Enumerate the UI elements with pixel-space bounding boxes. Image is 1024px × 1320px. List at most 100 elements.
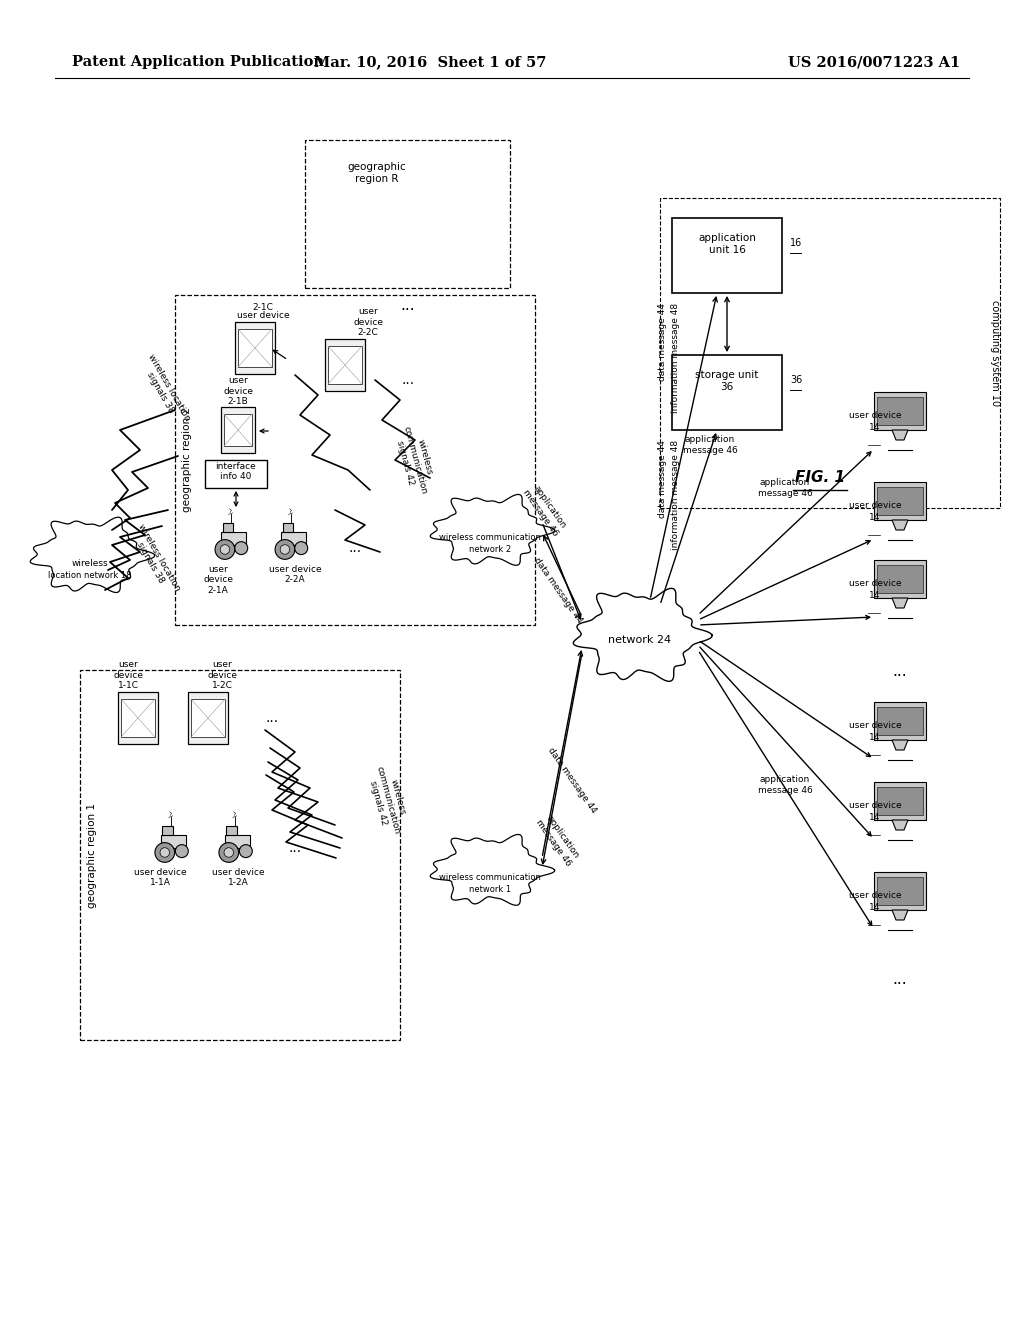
Text: 14: 14 [869,422,881,432]
Text: Patent Application Publication: Patent Application Publication [72,55,324,69]
Circle shape [175,845,188,858]
Bar [672,218,782,293]
Text: application
message 46: application message 46 [683,436,737,454]
Text: ...: ... [289,841,301,855]
FancyBboxPatch shape [234,322,275,374]
Bar [874,482,926,520]
Bar [225,836,251,849]
Polygon shape [892,909,908,920]
Bar [877,708,923,735]
Bar [282,532,305,545]
Bar [238,329,272,367]
Text: user device
1-2A: user device 1-2A [212,869,264,887]
Text: computing system 10: computing system 10 [990,300,1000,407]
Text: Mar. 10, 2016  Sheet 1 of 57: Mar. 10, 2016 Sheet 1 of 57 [313,55,546,69]
Text: user device
1-1A: user device 1-1A [134,869,186,887]
Polygon shape [573,589,712,681]
Text: network 24: network 24 [608,635,672,645]
FancyBboxPatch shape [118,692,158,744]
Bar [226,826,237,836]
Text: data message 44: data message 44 [546,746,598,814]
Bar [877,565,923,593]
Text: data message 44: data message 44 [658,440,667,517]
Text: application
message 46: application message 46 [521,482,568,539]
Text: interface
info 40: interface info 40 [216,462,256,482]
Text: user device: user device [849,579,901,587]
Bar [877,876,923,906]
Bar [283,524,293,532]
Bar [305,140,510,288]
Text: wireless location
signals 38: wireless location signals 38 [137,352,193,428]
Circle shape [234,541,248,554]
FancyBboxPatch shape [221,407,255,453]
Text: wireless: wireless [72,558,109,568]
Text: information message 48: information message 48 [671,440,680,550]
Bar [161,836,186,849]
Text: geographic
region R: geographic region R [347,162,407,183]
Text: ...: ... [400,298,415,314]
Bar [80,671,400,1040]
Text: 2-1C: 2-1C [253,304,273,312]
Text: wireless communication: wireless communication [439,874,541,883]
Bar [874,702,926,741]
Bar [191,700,225,737]
Bar [222,524,232,532]
Text: user device: user device [237,312,290,319]
Text: network 2: network 2 [469,545,511,554]
Text: user
device
2-2C: user device 2-2C [353,308,383,337]
Text: 14: 14 [869,591,881,601]
Text: wireless communication: wireless communication [439,533,541,543]
Text: application
message 46: application message 46 [758,775,812,795]
Text: 16: 16 [790,238,802,248]
Bar [328,346,362,384]
Bar [877,487,923,515]
Text: FIG. 1: FIG. 1 [795,470,845,486]
Text: 14: 14 [869,813,881,822]
Text: ...: ... [265,711,279,725]
Bar [205,459,267,488]
Text: user
device
1-1C: user device 1-1C [113,660,143,690]
Polygon shape [892,430,908,440]
Circle shape [224,847,233,857]
Text: 14: 14 [869,513,881,521]
Text: ...: ... [893,973,907,987]
Bar [874,392,926,430]
Text: 36: 36 [790,375,802,385]
Bar [221,532,246,545]
Text: user device: user device [849,801,901,810]
Polygon shape [892,598,908,609]
Text: geographic region 1: geographic region 1 [87,803,97,908]
Circle shape [220,545,229,554]
Text: US 2016/0071223 A1: US 2016/0071223 A1 [787,55,961,69]
Circle shape [155,842,175,862]
Circle shape [215,540,234,560]
FancyBboxPatch shape [188,692,228,744]
Text: location network 18: location network 18 [48,570,132,579]
Polygon shape [892,820,908,830]
Bar [874,781,926,820]
Text: wireless
communication
signals 42: wireless communication signals 42 [365,762,412,838]
Text: wireless
communication
signals 42: wireless communication signals 42 [391,422,438,498]
Text: user
device
2-1A: user device 2-1A [203,565,233,595]
Circle shape [295,541,307,554]
Bar [672,355,782,430]
Polygon shape [892,741,908,750]
Polygon shape [31,517,155,593]
Text: ...: ... [401,374,415,387]
Bar [121,700,155,737]
Text: application
message 46: application message 46 [758,478,812,498]
Bar [877,397,923,425]
Text: wireless location
signals 38: wireless location signals 38 [128,523,182,598]
Text: user device: user device [849,721,901,730]
Circle shape [240,845,252,858]
Polygon shape [430,834,555,906]
Bar [224,414,252,446]
Polygon shape [892,520,908,531]
Text: application
message 46: application message 46 [535,812,582,869]
Text: user device: user device [849,502,901,510]
Text: storage unit
36: storage unit 36 [695,370,759,392]
Text: ...: ... [893,664,907,680]
Polygon shape [430,495,555,565]
Text: information message 48: information message 48 [671,304,680,413]
Text: user
device
1-2C: user device 1-2C [207,660,237,690]
